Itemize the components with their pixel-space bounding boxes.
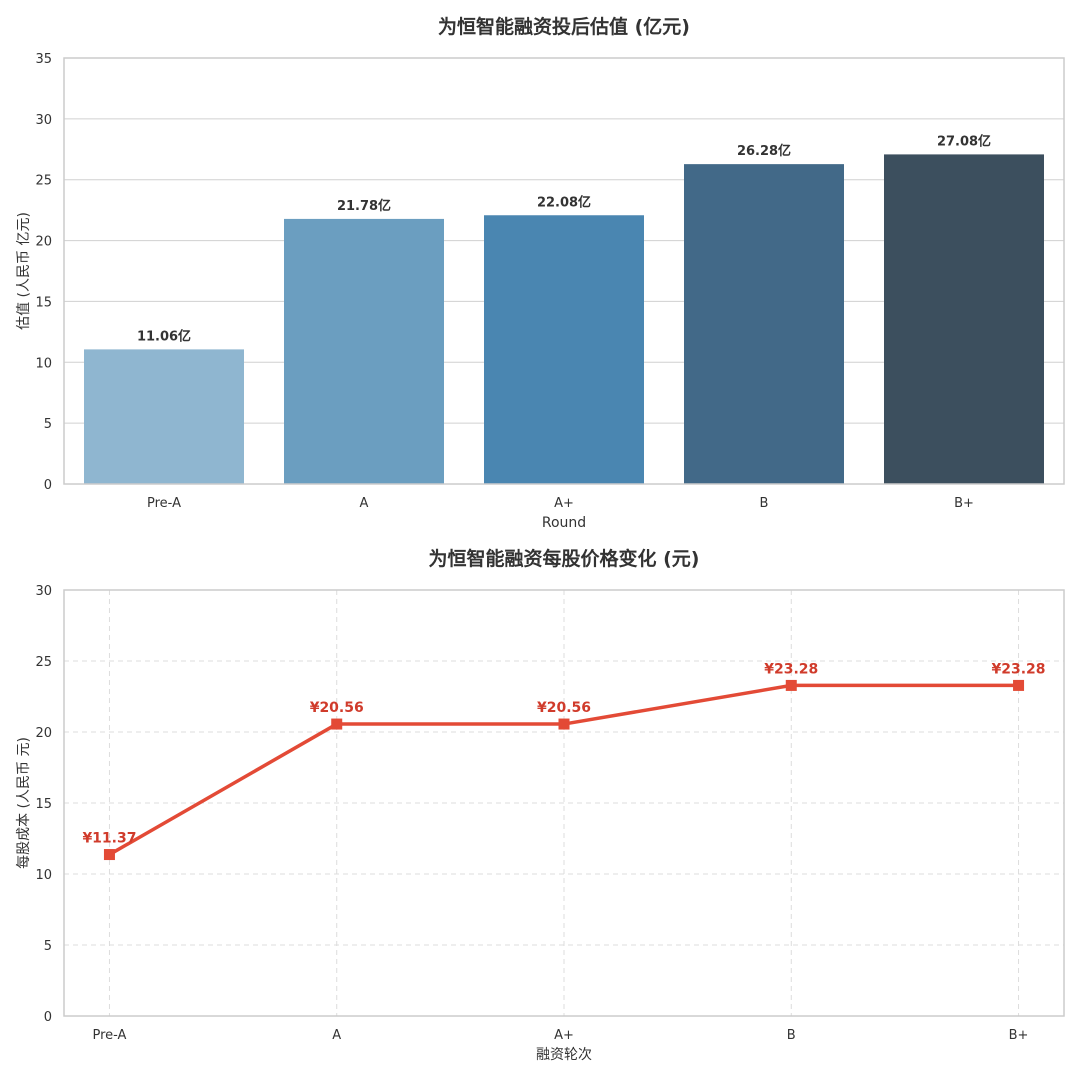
data-point-marker — [103, 849, 115, 861]
x-tick-label: A — [332, 1028, 341, 1043]
bar-chart-valuation: 为恒智能融资投后估值 (亿元) 估值 (人民币 亿元) Round 0 5 10 15… — [16, 15, 1065, 531]
x-tick-label: A+ — [554, 496, 574, 511]
y-tick-label: 20 — [35, 235, 52, 250]
y-tick-label: 15 — [35, 797, 52, 812]
data-label: ¥20.56 — [537, 700, 591, 716]
data-label: ¥20.56 — [310, 700, 364, 716]
data-label: ¥23.28 — [764, 661, 818, 677]
data-point-marker — [1013, 679, 1025, 691]
y-tick-label: 30 — [35, 113, 52, 128]
data-label: ¥11.37 — [82, 831, 136, 847]
y-tick-label: 35 — [35, 52, 52, 67]
x-tick-label: A+ — [554, 1028, 574, 1043]
data-label: ¥23.28 — [992, 661, 1046, 677]
x-tick-label: B — [760, 496, 769, 511]
bar-B+ — [884, 154, 1044, 485]
x-tick-label: B+ — [954, 496, 974, 511]
y-tick-label: 30 — [35, 584, 52, 599]
chart-title: 为恒智能融资每股价格变化 (元) — [429, 547, 700, 570]
y-tick-label: 25 — [35, 174, 52, 189]
y-tick-label: 0 — [44, 1010, 52, 1025]
x-axis-label: 融资轮次 — [536, 1047, 592, 1063]
x-tick-label: A — [360, 496, 369, 511]
bar-Pre-A — [84, 349, 244, 484]
y-tick-label: 10 — [35, 868, 52, 883]
y-axis-label: 估值 (人民币 亿元) — [16, 212, 32, 330]
data-label: 21.78亿 — [337, 198, 391, 214]
plot-frame — [63, 57, 1065, 485]
x-tick-label: B — [787, 1028, 796, 1043]
data-label: 27.08亿 — [937, 133, 991, 149]
data-point-marker — [331, 718, 343, 730]
bar-A — [284, 218, 444, 484]
line-chart-share-price: 为恒智能融资每股价格变化 (元) 每股成本 (人民币 元) 融资轮次 0 5 10 1… — [16, 547, 1065, 1063]
data-label: 11.06亿 — [137, 328, 191, 344]
chart-title: 为恒智能融资投后估值 (亿元) — [438, 15, 690, 38]
y-axis-label: 每股成本 (人民币 元) — [16, 737, 32, 869]
plot-frame — [63, 589, 1065, 1017]
y-tick-label: 10 — [35, 356, 52, 371]
x-tick-label: Pre-A — [147, 496, 181, 511]
data-label: 26.28亿 — [737, 143, 791, 159]
bar-B — [684, 164, 844, 484]
x-axis-label: Round — [542, 515, 586, 531]
x-tick-label: Pre-A — [92, 1028, 126, 1043]
data-label: 22.08亿 — [537, 194, 591, 210]
y-tick-label: 15 — [35, 295, 52, 310]
y-tick-label: 25 — [35, 655, 52, 670]
y-tick-label: 0 — [44, 478, 52, 493]
y-tick-label: 5 — [44, 939, 52, 954]
y-tick-label: 20 — [35, 726, 52, 741]
data-point-marker — [558, 718, 570, 730]
x-tick-label: B+ — [1009, 1028, 1029, 1043]
bar-A+ — [484, 215, 644, 484]
data-point-marker — [785, 679, 797, 691]
y-tick-label: 5 — [44, 417, 52, 432]
